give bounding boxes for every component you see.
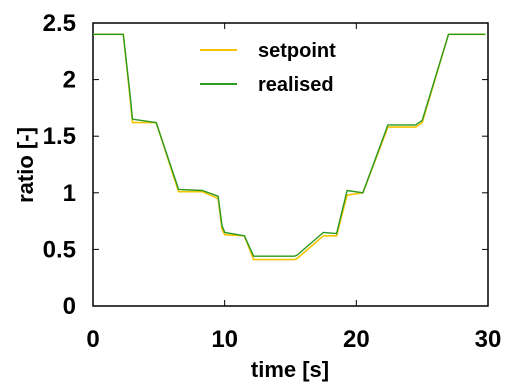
x-tick-label: 0: [86, 326, 99, 353]
legend-label-setpoint: setpoint: [258, 40, 336, 62]
y-axis-title: ratio [-]: [13, 127, 38, 203]
y-tick-label: 2: [63, 67, 76, 94]
legend-label-realised: realised: [258, 74, 334, 96]
x-tick-label: 20: [343, 326, 370, 353]
x-axis: 0 10 20 30: [86, 23, 501, 353]
y-tick-label: 1: [63, 180, 76, 207]
y-tick-label: 2.5: [43, 10, 76, 37]
series-lines: [93, 33, 486, 261]
y-axis: 0 0.5 1 1.5 2 2.5: [43, 10, 488, 320]
x-tick-label: 30: [475, 326, 502, 353]
series-line-setpoint: [93, 33, 486, 261]
series-line-realised: [93, 33, 486, 257]
x-tick-label: 10: [211, 326, 238, 353]
x-axis-title: time [s]: [251, 357, 329, 382]
y-tick-label: 0: [63, 293, 76, 320]
plot-frame: [92, 22, 489, 307]
y-tick-label: 0.5: [43, 236, 76, 263]
legend: setpoint realised: [200, 40, 336, 96]
y-tick-label: 1.5: [43, 123, 76, 150]
